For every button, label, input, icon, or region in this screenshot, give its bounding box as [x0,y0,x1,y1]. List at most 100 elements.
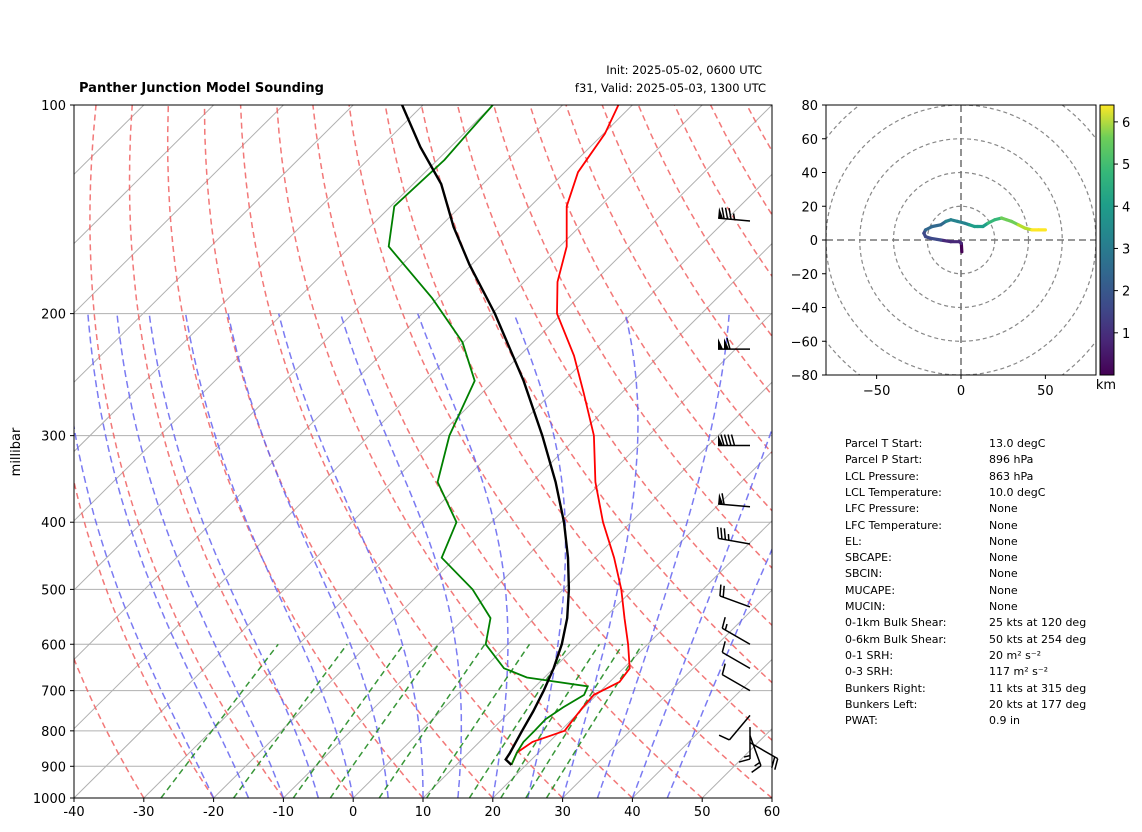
dry-adiabat [239,105,564,798]
barb-full [771,756,776,769]
stats-value: 896 hPa [989,453,1034,467]
hodograph-panel: −50 0 50 80 60 40 20 0 −20 −40 −60 −80 1 2 3 4 5 6 km [791,99,1131,399]
stats-value: None [989,518,1018,532]
dry-adiabat [601,105,772,397]
skewt-x-axis: -40 -30 -20 -10 0 10 20 30 40 50 60 [63,798,780,820]
dry-adiabat [312,105,703,798]
dry-adiabat [348,105,772,798]
isotherm-line [74,105,424,453]
hodo-y-tick-label: 20 [801,200,818,215]
barb-staff [728,714,751,741]
dry-adiabat [276,105,633,798]
stats-label: Parcel P Start: [845,453,923,467]
isotherm-line [74,105,494,522]
mixing-ratio-line [545,643,643,798]
barb-half [724,623,728,631]
moist-adiabat [631,427,772,798]
wind-barb [721,663,751,692]
stats-value: None [989,534,1018,548]
x-tick-label: 40 [624,805,641,820]
colorbar-tick-label: 3 [1122,242,1130,257]
barb-staff [721,651,751,669]
isotherm-line [74,105,214,245]
isotherm-line [492,520,772,798]
dry-adiabat [166,105,424,798]
wind-barbs [716,207,779,773]
moist-adiabat [666,547,772,798]
moist-adiabat [561,313,639,798]
sounding-traces [387,105,631,766]
stats-value: None [989,551,1018,565]
barb-full [727,434,732,446]
dry-adiabat [89,105,285,798]
barb-flag [718,338,723,350]
wind-barb [749,741,779,770]
barb-full [730,434,736,446]
mixing-ratio-line [292,643,405,798]
stats-label: LFC Temperature: [845,518,943,532]
wind-barb [718,493,751,508]
moist-adiabat [277,313,424,798]
barb-staff [719,595,751,608]
stats-value: 25 kts at 120 deg [989,616,1087,630]
hodo-y-tick-label: 80 [801,99,818,114]
barb-full [721,663,726,675]
barb-staff [749,741,779,760]
isotherm-line [74,105,703,730]
barb-full [716,527,720,539]
stats-label: EL: [845,534,862,548]
isotherm-line [771,797,772,798]
x-tick-label: 0 [349,805,357,820]
stats-label: SBCIN: [845,567,883,581]
barb-full [721,641,726,653]
barb-full [720,527,723,540]
isotherm-line [213,242,772,798]
stats-label: 0-1km Bulk Shear: [845,616,947,630]
wind-barb [718,337,750,350]
isotherm-line [562,589,772,798]
wind-barb [721,617,751,645]
stats-label: SBCAPE: [845,551,892,565]
barb-full [721,493,725,505]
stats-value: 13.0 degC [989,437,1046,450]
barb-staff [749,735,762,767]
hodograph-rings [826,105,1096,375]
y-tick-label: 200 [41,308,66,323]
dewpoint-line [387,105,590,766]
x-tick-label: -20 [203,805,224,820]
hodo-y-tick-label: −20 [791,268,818,283]
stats-label: Parcel T Start: [845,437,923,450]
y-tick-label: 900 [41,760,66,775]
isotherm-line [143,173,772,798]
barb-flag [718,493,724,505]
barb-half [732,213,736,220]
dry-adiabat [74,478,215,798]
hodograph-segment [929,236,943,242]
dry-adiabat [384,105,772,742]
dry-adiabat [203,105,494,798]
moist-adiabat [596,313,730,798]
isotherm-line [283,312,772,798]
colorbar-ticks: 1 2 3 4 5 6 [1114,116,1130,342]
moist-adiabat [227,313,389,798]
moist-adiabat [513,313,567,798]
mixing-ratio-line [500,643,601,798]
barb-flag [718,207,724,219]
barb-full [721,207,725,219]
skewt-panel: -40 -30 -20 -10 0 10 20 30 40 50 60 10020030040050… [9,63,780,820]
isotherm-line [422,450,772,798]
wind-barb [716,527,751,545]
barb-staff [721,674,751,692]
x-tick-label: 50 [694,805,711,820]
parcel-line [400,105,571,766]
hodo-x-tick-label: 50 [1037,384,1054,399]
x-tick-label: 30 [554,805,571,820]
isotherm-gridlines [74,105,772,798]
valid-time-text: f31, Valid: 2025-05-03, 1300 UTC [575,81,766,95]
wind-barb [719,584,751,608]
stats-value: 863 hPa [989,469,1034,483]
barb-full [719,584,722,597]
colorbar-tick-label: 2 [1122,285,1130,300]
wind-barb [718,714,751,741]
